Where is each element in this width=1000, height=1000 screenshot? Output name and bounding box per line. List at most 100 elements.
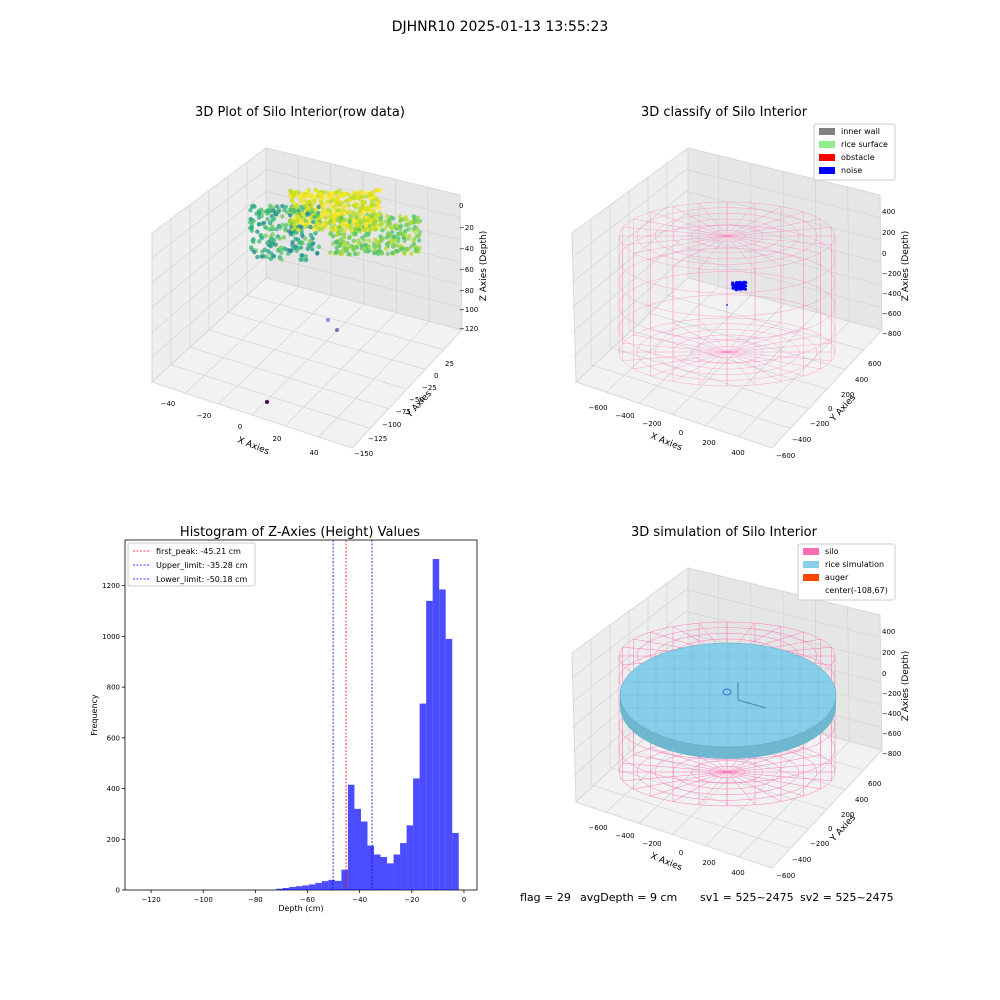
raw-data-point bbox=[250, 238, 256, 243]
silo-spoke bbox=[633, 218, 728, 237]
raw-data-point bbox=[340, 222, 346, 227]
raw-data-point bbox=[323, 215, 328, 220]
silo-spoke bbox=[672, 351, 728, 382]
classify-z-tick: 400 bbox=[882, 208, 895, 216]
silo-spoke bbox=[726, 771, 821, 790]
silo-spoke bbox=[672, 322, 728, 353]
raw-data-point bbox=[336, 242, 341, 247]
simulation-y-tick: −200 bbox=[810, 840, 829, 848]
center-marker bbox=[722, 688, 732, 696]
raw-data-point bbox=[367, 227, 373, 232]
raw-data-point bbox=[258, 207, 264, 212]
raw-data-point bbox=[343, 217, 348, 223]
raw-data-point bbox=[353, 251, 358, 257]
raw-data-point bbox=[384, 241, 390, 247]
raw-data-point bbox=[290, 199, 295, 204]
raw-data-point bbox=[334, 245, 339, 251]
raw-y-tick: 0 bbox=[434, 372, 438, 380]
histogram-y-tick-label: 1200 bbox=[102, 582, 120, 590]
raw-x-tick: 40 bbox=[310, 449, 319, 457]
raw-data-point bbox=[299, 224, 304, 230]
histogram-x-axis-label: Depth (cm) bbox=[278, 904, 323, 913]
silo-spoke bbox=[726, 211, 804, 237]
raw-data-point bbox=[379, 251, 385, 256]
raw-data-point bbox=[310, 219, 316, 225]
histogram-bar bbox=[328, 879, 335, 890]
raw-data-point bbox=[316, 221, 322, 227]
raw-data-point bbox=[318, 199, 323, 204]
raw-data-point bbox=[297, 240, 302, 246]
silo-spoke bbox=[726, 206, 782, 237]
silo-spoke bbox=[726, 318, 756, 353]
histogram-x-tick-label: −20 bbox=[404, 896, 419, 904]
histogram-bar bbox=[452, 832, 459, 890]
histogram-x-tick-label: 0 bbox=[462, 896, 466, 904]
histogram-bars bbox=[276, 559, 459, 890]
raw-data-point bbox=[414, 233, 420, 239]
silo-spoke bbox=[726, 351, 782, 382]
raw-data-point bbox=[334, 205, 339, 210]
histogram-legend-box bbox=[127, 542, 256, 587]
classify-z-tick: −800 bbox=[882, 330, 901, 338]
raw-data-point bbox=[357, 209, 362, 215]
histogram-bar bbox=[393, 854, 401, 890]
raw-data-point bbox=[353, 231, 358, 236]
raw-data-point bbox=[361, 209, 366, 215]
raw-data-point bbox=[279, 250, 284, 255]
simulation-rice-surface bbox=[619, 642, 837, 759]
raw-data-point bbox=[264, 254, 270, 259]
noise-point bbox=[740, 282, 744, 286]
raw-data-point bbox=[277, 236, 283, 241]
silo-spoke bbox=[622, 342, 728, 353]
raw-data-point bbox=[332, 196, 337, 202]
silo-spoke bbox=[633, 754, 728, 773]
histogram-bar bbox=[289, 886, 296, 890]
raw-data-point bbox=[386, 233, 391, 238]
raw-data-point bbox=[351, 238, 357, 244]
raw-data-point bbox=[319, 227, 325, 232]
raw-data-point bbox=[269, 213, 275, 219]
raw-data-point bbox=[303, 236, 308, 241]
histogram-y-tick-label: 800 bbox=[107, 684, 120, 692]
raw-data-point bbox=[387, 220, 393, 225]
raw-data-point bbox=[269, 237, 274, 242]
raw-data-point bbox=[280, 214, 285, 219]
raw-z-tick: −100 bbox=[459, 306, 478, 314]
pane-grid-line bbox=[847, 187, 850, 322]
histogram-bar bbox=[295, 886, 303, 890]
raw-data-point bbox=[384, 214, 390, 219]
raw-data-point bbox=[343, 199, 349, 204]
raw-data-point bbox=[280, 203, 285, 209]
silo-spoke bbox=[726, 218, 821, 237]
silo-spoke bbox=[726, 771, 804, 797]
raw-data-point bbox=[313, 230, 318, 236]
raw-data-point bbox=[271, 253, 277, 259]
raw-z-tick: −20 bbox=[459, 224, 474, 232]
raw-data-point bbox=[267, 203, 273, 209]
histogram-bar bbox=[445, 638, 453, 890]
raw-data-point bbox=[263, 225, 269, 231]
silo-spoke bbox=[633, 351, 728, 370]
histogram-y-axis-label: Frequency bbox=[90, 694, 99, 736]
noise-point bbox=[731, 281, 735, 285]
simulation-z-tick: 0 bbox=[882, 670, 886, 678]
simulation-3d-plot: 3D simulation of Silo Interior X Axies Y… bbox=[571, 525, 911, 880]
raw-data-point bbox=[389, 226, 394, 231]
raw-data-point bbox=[404, 217, 409, 223]
raw-data-point bbox=[339, 252, 344, 257]
raw-data-point bbox=[338, 193, 343, 199]
raw-data-point bbox=[302, 225, 308, 230]
raw-data-point bbox=[301, 194, 307, 199]
raw-data-point bbox=[355, 202, 360, 208]
classify-x-tick: 400 bbox=[731, 449, 744, 457]
raw-x-tick: −40 bbox=[161, 400, 176, 408]
raw-data-point bbox=[302, 203, 308, 208]
raw-data-point bbox=[257, 239, 262, 244]
simulation-legend-box bbox=[797, 543, 896, 601]
silo-spoke bbox=[633, 334, 728, 353]
histogram-bar bbox=[354, 808, 361, 890]
raw-x-axis-label: X Axies bbox=[236, 436, 271, 458]
raw-data-point bbox=[401, 250, 407, 255]
silo-spoke bbox=[622, 226, 728, 237]
raw-data-point bbox=[360, 190, 366, 195]
